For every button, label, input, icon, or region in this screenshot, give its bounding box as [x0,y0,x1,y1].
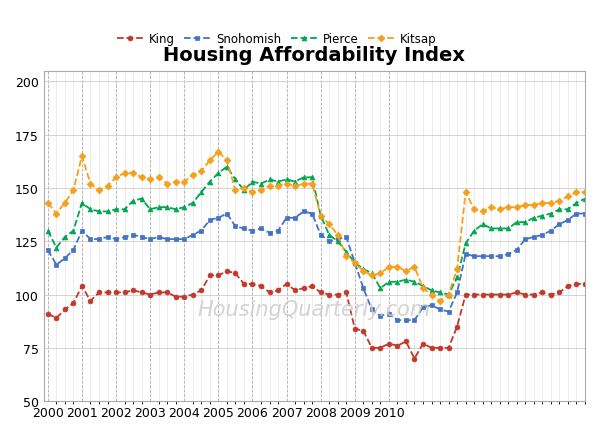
Snohomish [411,318,418,323]
Snohomish [44,248,52,253]
King [351,326,358,332]
Pierce [394,279,401,285]
Snohomish [266,230,273,236]
Pierce [223,164,230,170]
Snohomish [112,237,119,242]
Title: Housing Affordability Index: Housing Affordability Index [163,46,466,65]
King [411,356,418,361]
Pierce [445,292,452,297]
Line: Kitsap: Kitsap [46,150,587,304]
Line: Pierce: Pierce [46,165,587,297]
Snohomish [403,318,410,323]
King [403,339,410,344]
Kitsap [274,184,281,189]
Kitsap [112,175,119,181]
Kitsap [44,201,52,206]
Line: Snohomish: Snohomish [46,210,587,323]
Pierce [44,228,52,233]
Pierce [274,180,281,185]
Snohomish [581,211,589,217]
King [112,290,119,296]
King [274,288,281,293]
Text: HousingQuarterly.com: HousingQuarterly.com [198,299,431,319]
Pierce [581,197,589,202]
Pierce [112,207,119,212]
Snohomish [317,233,324,238]
Kitsap [436,299,443,304]
Line: King: King [46,269,587,361]
Snohomish [300,209,307,214]
Pierce [403,277,410,283]
Kitsap [317,214,324,219]
Kitsap [351,260,358,266]
Kitsap [215,150,222,155]
Pierce [351,260,358,266]
King [317,290,324,296]
Kitsap [394,265,401,270]
Snohomish [394,318,401,323]
Kitsap [403,269,410,274]
King [394,343,401,349]
Legend: King, Snohomish, Pierce, Kitsap: King, Snohomish, Pierce, Kitsap [117,33,436,46]
Kitsap [581,190,589,195]
Pierce [317,214,324,219]
King [44,312,52,317]
Snohomish [351,260,358,266]
King [223,269,230,274]
King [581,282,589,287]
